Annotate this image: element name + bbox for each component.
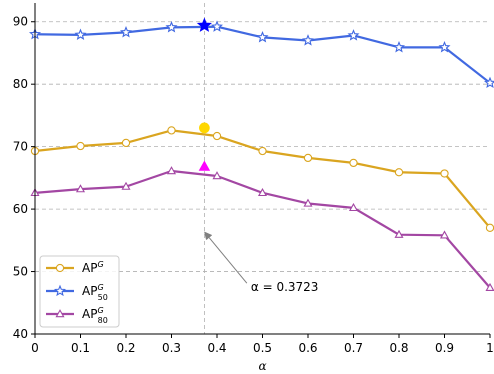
data-point bbox=[257, 187, 268, 197]
annotation: α = 0.3723 bbox=[204, 231, 319, 294]
x-tick-label: 0.2 bbox=[116, 341, 135, 355]
x-tick-label: 0.4 bbox=[207, 341, 226, 355]
data-point bbox=[394, 229, 404, 238]
data-point bbox=[301, 34, 315, 46]
annotation-arrow bbox=[204, 231, 248, 284]
legend-entry: APG 50 bbox=[46, 283, 108, 302]
data-point bbox=[75, 184, 86, 193]
data-point bbox=[167, 126, 176, 135]
data-point bbox=[212, 131, 222, 141]
data-point bbox=[166, 166, 177, 175]
legend-marker bbox=[55, 263, 65, 273]
legend-entry: APG bbox=[46, 260, 104, 275]
data-point bbox=[119, 26, 133, 38]
data-point bbox=[347, 29, 360, 41]
x-tick-label: 0.9 bbox=[435, 341, 454, 355]
data-point bbox=[349, 158, 358, 168]
tick-labels: 40 50 60 70 80 90 0 0.1 0.2 0.3 0.4 0.5 0.6 0.7 0.8 0.9… bbox=[13, 15, 494, 373]
legend-box bbox=[39, 255, 120, 328]
x-tick-label: 0.3 bbox=[162, 341, 181, 355]
y-tick-label: 80 bbox=[13, 77, 28, 91]
legend-entry: APG 80 bbox=[46, 306, 108, 325]
series-1 bbox=[28, 20, 494, 89]
data-point bbox=[121, 181, 131, 190]
data-point bbox=[303, 153, 313, 163]
data-point bbox=[121, 138, 131, 148]
best-point bbox=[198, 160, 211, 171]
best-point bbox=[199, 122, 210, 134]
x-tick-label: 0.1 bbox=[71, 341, 90, 355]
x-tick-label: 0.8 bbox=[389, 341, 408, 355]
data-point bbox=[438, 41, 451, 53]
x-tick-label: 0.7 bbox=[344, 341, 363, 355]
data-point bbox=[348, 202, 359, 212]
legend-label: APG bbox=[82, 260, 104, 275]
legend-label: APG 50 bbox=[82, 283, 108, 302]
data-point bbox=[76, 141, 85, 151]
data-point bbox=[74, 28, 87, 40]
data-point bbox=[165, 21, 178, 33]
legend-marker bbox=[55, 309, 65, 318]
data-point bbox=[210, 20, 224, 32]
y-tick-label: 70 bbox=[13, 140, 28, 154]
data-point bbox=[485, 282, 494, 291]
data-point bbox=[303, 198, 313, 207]
y-tick-label: 40 bbox=[13, 327, 28, 341]
best-points bbox=[196, 17, 212, 171]
data-point bbox=[256, 31, 269, 43]
data-point bbox=[212, 171, 222, 180]
series-2 bbox=[30, 166, 494, 291]
legend: APG APG 50 APG 80 bbox=[39, 255, 120, 328]
data-point bbox=[394, 168, 404, 177]
data-point bbox=[392, 41, 406, 53]
y-tick-label: 60 bbox=[13, 202, 28, 216]
series-0 bbox=[30, 126, 494, 232]
legend-marker bbox=[53, 284, 67, 297]
series-line bbox=[34, 129, 491, 229]
data-point bbox=[440, 169, 449, 178]
legend-label: APG 80 bbox=[82, 306, 108, 325]
x-tick-label: 0 bbox=[31, 341, 39, 355]
best-point bbox=[196, 17, 212, 32]
y-tick-label: 90 bbox=[13, 15, 28, 29]
x-tick-label: 0.6 bbox=[298, 341, 317, 355]
data-point bbox=[485, 223, 494, 232]
x-tick-label: 1 bbox=[486, 341, 494, 355]
x-axis-label: α bbox=[258, 359, 266, 373]
annotation-text: α = 0.3723 bbox=[251, 280, 319, 294]
x-tick-label: 0.5 bbox=[253, 341, 272, 355]
y-tick-label: 50 bbox=[13, 265, 28, 279]
data-point bbox=[439, 230, 450, 239]
data-point bbox=[258, 146, 267, 156]
series-lines bbox=[28, 20, 494, 291]
